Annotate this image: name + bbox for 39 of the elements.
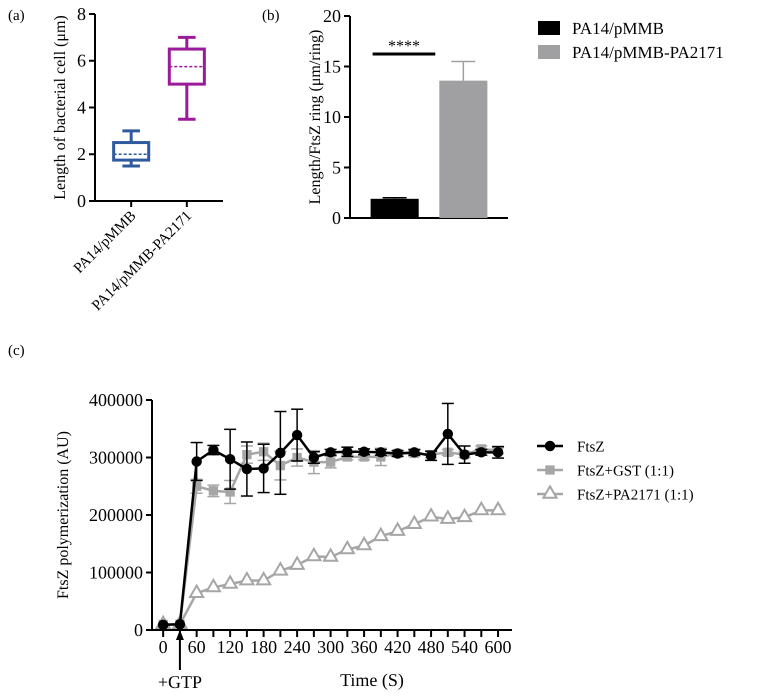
y-axis-title: Length of bacterial cell (μm) — [52, 15, 69, 200]
x-axis-title: Time (S) — [340, 670, 404, 690]
x-tick-label: 360 — [350, 636, 378, 657]
text: (c) — [8, 343, 25, 359]
chart-title: (b) — [262, 8, 280, 24]
legend-label: FtsZ — [577, 439, 605, 456]
x-tick-label: 60 — [188, 636, 206, 657]
x-tick-label: 420 — [384, 636, 412, 657]
y-tick-label: 200000 — [89, 504, 143, 525]
y-axis-title: FtsZ polymerization (AU) — [55, 431, 72, 599]
y-tick-label: 20 — [323, 6, 341, 26]
x-tick-label: 480 — [418, 636, 445, 657]
x-tick-label: 120 — [216, 636, 244, 657]
y-axis-title: Length/FtsZ ring (μm/ring) — [307, 30, 324, 204]
legend-label: FtsZ+PA2171 (1:1) — [577, 487, 694, 504]
x-tick-label: 180 — [250, 636, 278, 657]
legend-label: FtsZ+GST (1:1) — [577, 463, 674, 480]
annotation: **** — [388, 38, 420, 55]
x-tick-label: 240 — [284, 636, 311, 657]
legend-label: PA14/pMMB-PA2171 — [572, 42, 724, 62]
y-tick-label: 4 — [77, 97, 86, 118]
y-tick-label: 6 — [77, 50, 86, 71]
y-tick-label: 10 — [323, 106, 341, 127]
y-tick-label: 5 — [332, 157, 341, 178]
y-tick-label: 2 — [77, 144, 86, 164]
y-tick-label: 300000 — [89, 447, 143, 468]
x-tick-label: 0 — [158, 636, 168, 657]
annotation: +GTP — [158, 672, 202, 692]
y-tick-label: 0 — [77, 190, 86, 211]
legend-label: PA14/pMMB — [572, 18, 664, 38]
x-tick-label: 600 — [484, 636, 512, 657]
y-tick-label: 100000 — [89, 562, 143, 582]
x-tick-label: 540 — [451, 636, 478, 657]
y-tick-label: 8 — [77, 4, 86, 24]
y-tick-label: 400000 — [89, 390, 143, 410]
chart-title: (a) — [8, 8, 25, 24]
y-tick-label: 15 — [323, 56, 341, 76]
y-tick-label: 0 — [134, 620, 143, 640]
x-tick-label: 300 — [317, 636, 344, 657]
